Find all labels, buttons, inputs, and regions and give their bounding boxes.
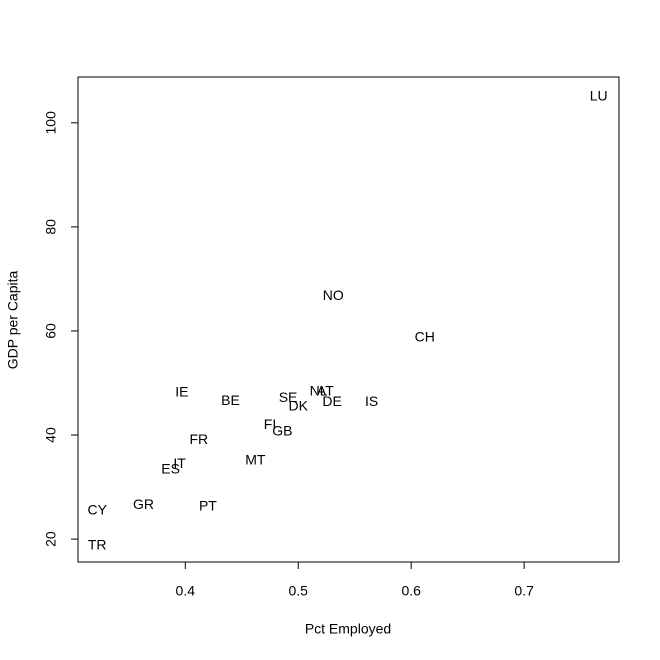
point-label: DE (322, 393, 341, 409)
x-tick-label: 0.7 (514, 583, 534, 599)
y-tick-label: 20 (43, 531, 59, 547)
point-label: IS (365, 393, 378, 409)
point-label: GR (133, 496, 154, 512)
point-label: FR (190, 431, 209, 447)
point-label: IE (175, 384, 188, 400)
point-label: DK (289, 398, 309, 414)
point-label: GB (272, 423, 292, 439)
plot-box (77, 76, 620, 563)
point-label: NL (310, 383, 328, 399)
x-axis-label: Pct Employed (305, 621, 391, 637)
y-tick-label: 80 (43, 219, 59, 235)
y-axis-label: GDP per Capita (5, 271, 21, 370)
point-label: PT (199, 498, 217, 514)
point-label: CH (415, 328, 435, 344)
point-label: SE (279, 389, 298, 405)
point-label: AT (317, 383, 334, 399)
point-label: BE (221, 392, 240, 408)
x-tick-label: 0.4 (176, 583, 196, 599)
point-label: MT (245, 452, 266, 468)
point-label: ES (161, 461, 180, 477)
y-tick-label: 100 (43, 111, 59, 135)
point-label: TR (88, 537, 107, 553)
y-tick-label: 40 (43, 427, 59, 443)
x-tick-label: 0.5 (289, 583, 309, 599)
point-label: FI (264, 416, 276, 432)
y-tick-label: 60 (43, 323, 59, 339)
point-label: CY (87, 502, 107, 518)
x-tick-label: 0.6 (401, 583, 421, 599)
point-label: IT (173, 455, 186, 471)
point-label: LU (590, 87, 608, 103)
point-label: NO (323, 287, 344, 303)
